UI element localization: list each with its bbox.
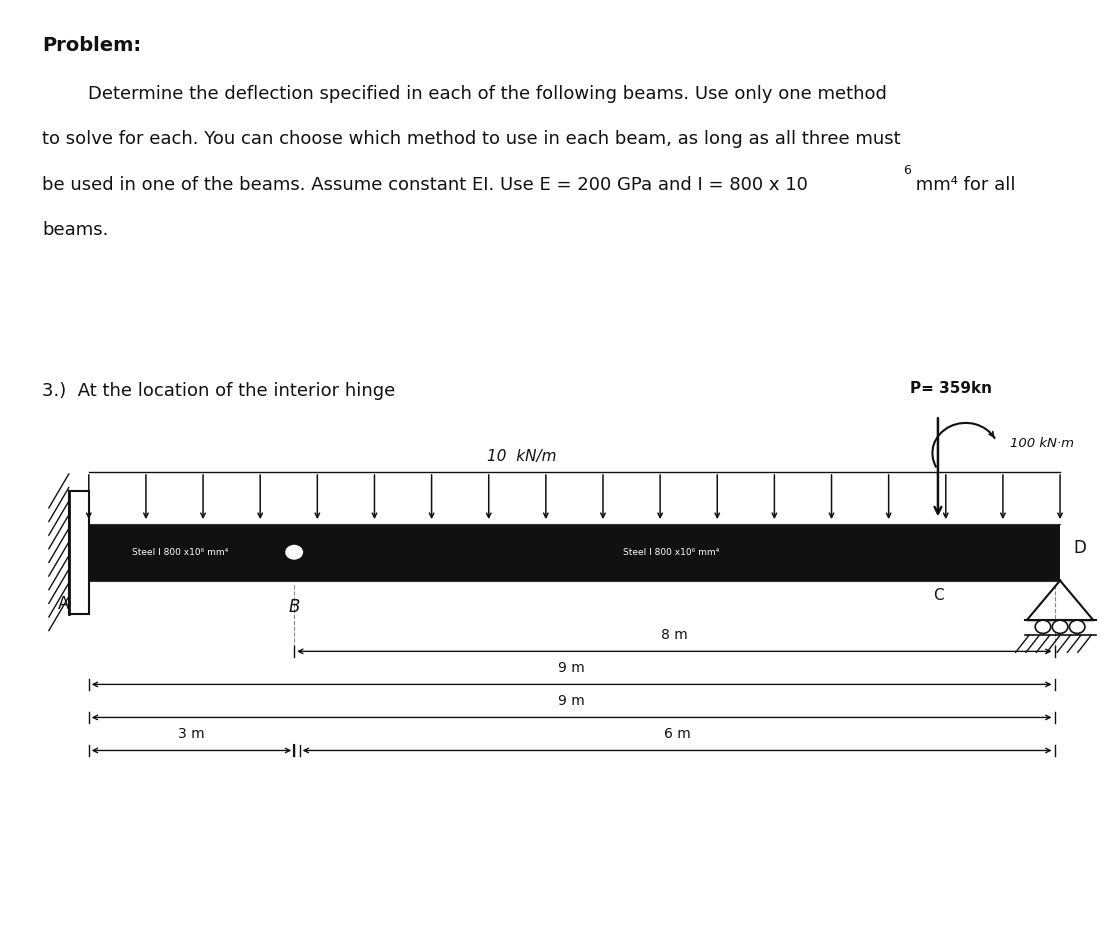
Text: 6 m: 6 m — [664, 727, 690, 741]
Text: B: B — [289, 598, 300, 615]
Text: Steel I 800 x10⁶ mm⁴: Steel I 800 x10⁶ mm⁴ — [624, 548, 719, 557]
Text: be used in one of the beams. Assume constant EI. Use E = 200 GPa and I = 800 x 1: be used in one of the beams. Assume cons… — [42, 176, 808, 194]
Circle shape — [1069, 620, 1084, 633]
Text: 3.)  At the location of the interior hinge: 3.) At the location of the interior hing… — [42, 382, 395, 400]
Text: A: A — [58, 595, 69, 613]
Text: D: D — [1073, 538, 1087, 557]
Text: Determine the deflection specified in each of the following beams. Use only one : Determine the deflection specified in ea… — [42, 85, 887, 103]
Text: Steel I 800 x10⁶ mm⁴: Steel I 800 x10⁶ mm⁴ — [132, 548, 229, 557]
Text: C: C — [932, 588, 944, 603]
Text: to solve for each. You can choose which method to use in each beam, as long as a: to solve for each. You can choose which … — [42, 130, 901, 148]
Text: beams.: beams. — [42, 221, 109, 239]
Text: 6: 6 — [904, 164, 911, 177]
Bar — [69, 491, 89, 614]
Text: P= 359kn: P= 359kn — [910, 381, 992, 396]
Circle shape — [1052, 620, 1068, 633]
Text: 10  kN/m: 10 kN/m — [487, 449, 556, 464]
Text: 9 m: 9 m — [558, 694, 585, 708]
Bar — [89, 524, 1060, 581]
Text: 8 m: 8 m — [660, 628, 688, 642]
Text: mm⁴ for all: mm⁴ for all — [910, 176, 1016, 194]
Text: 100 kN·m: 100 kN·m — [1010, 437, 1074, 450]
Text: 9 m: 9 m — [558, 661, 585, 675]
Circle shape — [284, 544, 304, 561]
Text: 3 m: 3 m — [179, 727, 204, 741]
Circle shape — [1036, 620, 1051, 633]
Text: Problem:: Problem: — [42, 36, 141, 55]
